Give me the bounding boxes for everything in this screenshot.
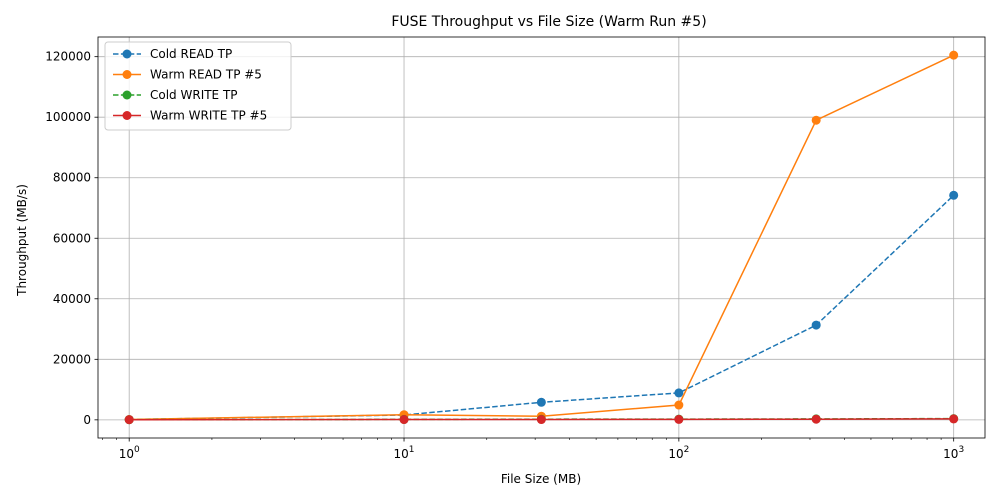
y-axis-label: Throughput (MB/s) [15, 184, 29, 297]
x-axis-label: File Size (MB) [501, 472, 581, 486]
data-point [536, 415, 546, 425]
legend-label: Warm READ TP #5 [150, 68, 262, 82]
x-tick-base: 10 [943, 447, 958, 461]
y-axis-ticks: 0 20000 40000 60000 80000 100000 120000 [45, 50, 98, 427]
y-tick-label: 60000 [53, 231, 91, 245]
legend-marker [122, 49, 132, 59]
series-line [129, 54, 955, 421]
x-tick-exponent: 0 [134, 445, 140, 455]
y-tick-label: 20000 [53, 352, 91, 366]
legend-label: Cold READ TP [150, 47, 232, 61]
data-point [399, 415, 409, 425]
legend-marker [122, 111, 132, 120]
x-tick-label: 103 [943, 445, 964, 461]
y-tick-label: 80000 [53, 171, 91, 185]
legend-marker [122, 90, 132, 100]
legend-label: Warm WRITE TP #5 [150, 109, 267, 123]
y-tick-label: 0 [83, 413, 91, 427]
plot-frame [97, 36, 986, 439]
series-layer [124, 50, 959, 425]
legend-label: Cold WRITE TP [150, 88, 238, 102]
data-point [949, 190, 959, 200]
x-tick-label: 100 [119, 445, 140, 461]
data-point [811, 414, 821, 424]
data-point [124, 415, 134, 425]
series-warm-write-tp-5 [124, 414, 959, 425]
x-tick-label: 102 [668, 445, 689, 461]
legend-box [104, 41, 292, 131]
x-tick-base: 10 [119, 447, 134, 461]
x-tick-exponent: 2 [684, 445, 690, 455]
legend: Cold READ TP Warm READ TP #5 Cold WRITE TP… [104, 41, 292, 131]
x-tick-exponent: 3 [958, 445, 964, 455]
data-point [674, 400, 684, 410]
series-line [129, 194, 955, 421]
x-tick-exponent: 1 [409, 445, 415, 455]
legend-marker [122, 70, 132, 79]
data-point [949, 414, 959, 424]
data-point [674, 414, 684, 424]
x-tick-base: 10 [668, 447, 683, 461]
x-axis-ticks: 100 101 102 103 [102, 438, 964, 461]
y-tick-label: 40000 [53, 292, 91, 306]
y-tick-label: 100000 [45, 110, 91, 124]
x-tick-base: 10 [394, 447, 409, 461]
data-point [674, 388, 684, 398]
x-tick-label: 101 [394, 445, 415, 461]
data-point [949, 50, 959, 60]
y-tick-label: 120000 [45, 50, 91, 64]
data-point [811, 115, 821, 125]
data-point [536, 397, 546, 407]
chart-title: FUSE Throughput vs File Size (Warm Run #… [391, 14, 706, 30]
data-point [811, 320, 821, 330]
series-line [129, 418, 954, 421]
